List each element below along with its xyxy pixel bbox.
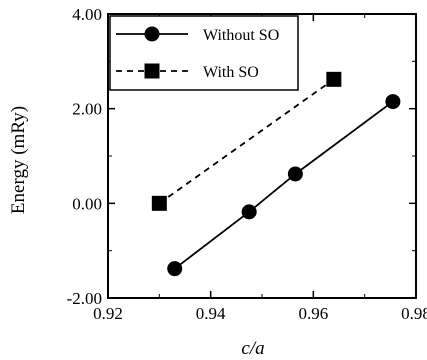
legend-box: [109, 15, 299, 91]
legend-label-2: With SO: [203, 64, 259, 81]
y-tick-label: 4.00: [72, 5, 102, 24]
data-point-2: [151, 195, 167, 211]
data-point-1: [167, 261, 183, 277]
y-tick-label: 0.00: [72, 194, 102, 213]
legend: Without SO With SO: [109, 15, 299, 91]
x-tick-label: 0.98: [401, 304, 427, 323]
data-point-2: [326, 71, 342, 87]
y-axis-label: Energy (mRy): [8, 106, 29, 214]
data-point-1: [241, 204, 257, 220]
series-line-1: [174, 100, 394, 270]
x-tick-label: 0.94: [196, 304, 226, 323]
y-tick-label: 2.00: [72, 100, 102, 119]
legend-label-1: Without SO: [203, 27, 279, 44]
y-tick-label: -2.00: [67, 289, 102, 308]
data-point-1: [287, 166, 303, 182]
legend-marker-2: [144, 63, 160, 79]
series-line-2: [158, 78, 335, 205]
data-point-1: [385, 94, 401, 110]
x-tick-label: 0.96: [298, 304, 328, 323]
x-tick-label: 0.92: [93, 304, 123, 323]
axes: 0.92 0.94 0.96 0.98 -2.00 0.00 2.00 4.00: [67, 5, 427, 323]
series-group: [151, 71, 401, 277]
legend-marker-1: [144, 26, 160, 42]
x-axis-label: c/a: [241, 338, 264, 359]
